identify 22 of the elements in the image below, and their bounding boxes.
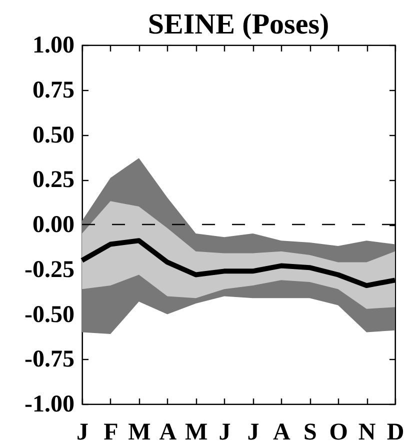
y-tick-label: -0.75 [24,346,74,373]
x-tick-label: A [273,420,292,443]
x-tick-label: F [104,420,118,443]
y-tick-label: -0.25 [24,256,74,283]
x-tick-label: M [184,420,208,443]
x-tick-label: J [247,420,260,443]
y-tick-label: 1.00 [32,32,74,58]
x-tick-label: O [329,420,348,443]
y-tick-label: 0.00 [32,212,74,238]
y-tick-label: 0.25 [32,167,74,194]
x-tick-label: A [159,420,178,443]
x-tick-label: S [303,420,317,443]
x-tick-label: N [358,420,376,443]
y-tick-label: -0.50 [24,302,74,328]
chart-title: SEINE (Poses) [148,8,330,40]
x-tick-label: J [76,420,88,443]
y-tick-label: 0.50 [32,122,74,148]
x-tick-label: J [218,420,231,443]
x-tick-label: D [386,420,404,443]
y-tick-label: -1.00 [24,392,74,418]
x-tick-label: M [128,420,151,443]
y-tick-label: 0.75 [32,77,74,104]
